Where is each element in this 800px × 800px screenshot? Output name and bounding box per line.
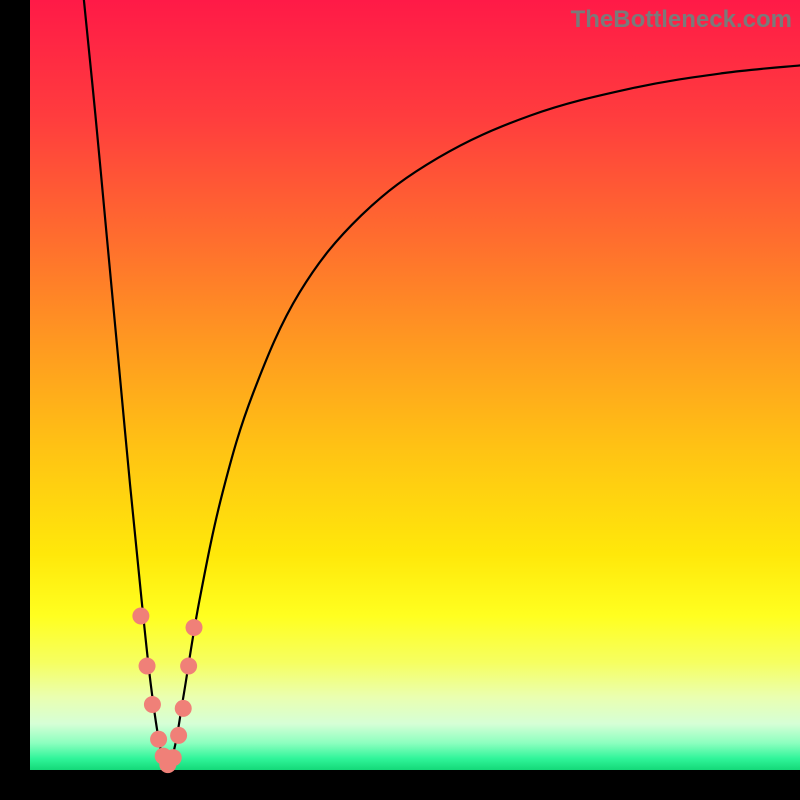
marker-dot [144, 696, 161, 713]
marker-dot [180, 658, 197, 675]
marker-dot [139, 658, 156, 675]
marker-dot [132, 608, 149, 625]
bottleneck-curve [84, 0, 800, 766]
marker-group [132, 608, 202, 774]
chart-stage: TheBottleneck.com [0, 0, 800, 800]
marker-dot [186, 619, 203, 636]
watermark-text: TheBottleneck.com [571, 6, 792, 34]
plot-area [30, 0, 800, 770]
marker-dot [170, 727, 187, 744]
marker-dot [150, 731, 167, 748]
curve-layer [30, 0, 800, 770]
marker-dot [165, 749, 182, 766]
marker-dot [175, 700, 192, 717]
